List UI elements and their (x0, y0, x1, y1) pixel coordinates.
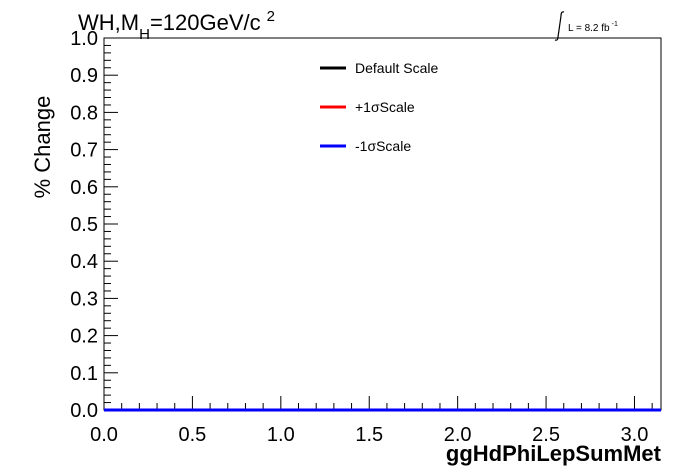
y-tick-label: 0.0 (70, 400, 98, 422)
title-rest: =120GeV/c (150, 10, 261, 35)
legend: Default Scale +1σScale -1σScale (320, 60, 438, 154)
y-tick-label: 0.8 (70, 102, 98, 124)
title-sub: H (139, 26, 150, 43)
legend-label: +1σScale (355, 99, 415, 115)
x-tick-label: 1.5 (355, 424, 383, 446)
x-tick-label: 1.0 (267, 424, 295, 446)
y-tick-label: 0.4 (70, 251, 98, 273)
chart-title: WH,MH=120GeV/c 2 (78, 8, 275, 43)
y-tick-label: 0.1 (70, 363, 98, 385)
x-axis-title: ggHdPhiLepSumMet (446, 441, 662, 466)
lumi-text: L = 8.2 fb (568, 23, 610, 34)
tick-marks (103, 37, 653, 411)
title-main: WH,M (78, 10, 139, 35)
y-tick-label: 1.0 (70, 28, 98, 50)
lumi-label: L = 8.2 fb -1 (568, 21, 618, 34)
y-tick-label: 0.3 (70, 288, 98, 310)
y-tick-label: 0.6 (70, 177, 98, 199)
x-tick-label: 2.5 (532, 424, 560, 446)
y-tick-label: 0.5 (70, 214, 98, 236)
plot-frame (103, 37, 662, 411)
x-tick-label: 0.5 (179, 424, 207, 446)
y-tick-labels: 0.0 0.1 0.2 0.3 0.4 0.5 0.6 0.7 0.8 0.9 1.0 (70, 28, 98, 422)
title-sup: 2 (267, 8, 275, 25)
y-tick-label: 0.2 (70, 326, 98, 348)
x-tick-label: 2.0 (444, 424, 472, 446)
legend-label: Default Scale (355, 60, 438, 76)
integral-sign-icon (554, 11, 565, 41)
legend-label: -1σScale (355, 138, 411, 154)
y-tick-label: 0.9 (70, 65, 98, 87)
x-tick-labels: 0.0 0.5 1.0 1.5 2.0 2.5 3.0 (90, 424, 648, 446)
x-tick-label: 3.0 (621, 424, 649, 446)
lumi-sup: -1 (612, 21, 618, 28)
y-tick-label: 0.7 (70, 140, 98, 162)
x-tick-label: 0.0 (90, 424, 118, 446)
y-axis-title: % Change (30, 96, 55, 199)
